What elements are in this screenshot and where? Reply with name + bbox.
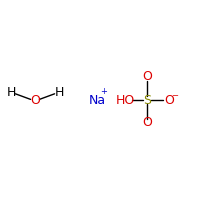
Text: O: O (142, 71, 152, 84)
Text: +: + (100, 87, 107, 96)
Text: HO: HO (115, 94, 135, 106)
Text: −: − (171, 91, 178, 100)
Text: S: S (143, 94, 151, 106)
Text: O: O (164, 94, 174, 106)
Text: O: O (30, 94, 40, 106)
Text: Na: Na (89, 94, 106, 106)
Text: O: O (142, 116, 152, 130)
Text: H: H (54, 86, 64, 99)
Text: H: H (6, 86, 16, 99)
